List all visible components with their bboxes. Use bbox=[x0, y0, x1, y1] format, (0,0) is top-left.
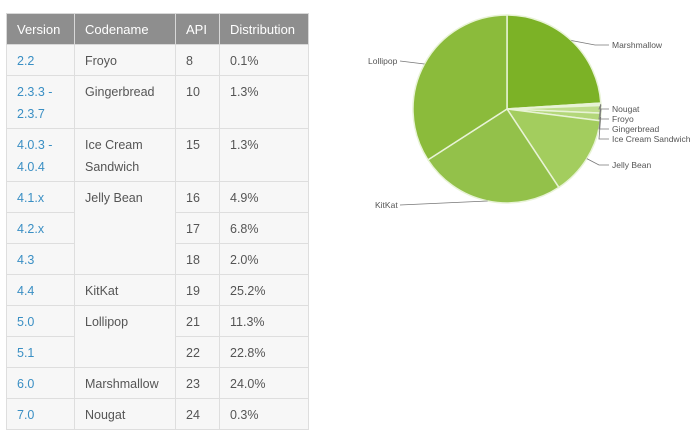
distribution-cell: 4.9% bbox=[219, 181, 309, 213]
distribution-table: Version Codename API Distribution 2.2 Fr… bbox=[6, 13, 309, 430]
table-row: 4.4 KitKat 19 25.2% bbox=[6, 274, 309, 306]
leader-line bbox=[586, 158, 609, 166]
version-link[interactable]: 4.4 bbox=[6, 274, 75, 306]
header-version: Version bbox=[6, 13, 75, 45]
pie-label-nougat: Nougat bbox=[612, 104, 640, 114]
distribution-cell: 25.2% bbox=[219, 274, 309, 306]
header-api: API bbox=[175, 13, 220, 45]
version-link[interactable]: 6.0 bbox=[6, 367, 75, 399]
distribution-cell: 6.8% bbox=[219, 212, 309, 244]
leader-line bbox=[598, 109, 609, 130]
version-link[interactable]: 4.2.x bbox=[6, 212, 75, 244]
pie-label-gingerbread: Gingerbread bbox=[612, 124, 660, 134]
table-row: 4.3 18 2.0% bbox=[6, 243, 309, 275]
distribution-cell: 11.3% bbox=[219, 305, 309, 337]
version-link[interactable]: 4.1.x bbox=[6, 181, 75, 213]
version-link[interactable]: 5.1 bbox=[6, 336, 75, 368]
codename-cell: Froyo bbox=[74, 44, 176, 76]
header-distribution: Distribution bbox=[219, 13, 309, 45]
version-line-2[interactable]: 2.3.7 bbox=[17, 107, 45, 121]
distribution-cell: 0.3% bbox=[219, 398, 309, 430]
table-row: 4.0.3 - 4.0.4 Ice Cream Sandwich 15 1.3% bbox=[6, 128, 309, 182]
api-cell: 8 bbox=[175, 44, 220, 76]
pie-leader-lines bbox=[399, 40, 609, 206]
table-row: 5.0 Lollipop 21 11.3% bbox=[6, 305, 309, 368]
pie-label-froyo: Froyo bbox=[612, 114, 634, 124]
pie-slice-kitkat bbox=[426, 107, 560, 204]
distribution-cell: 1.3% bbox=[219, 75, 309, 129]
distribution-cell: 22.8% bbox=[219, 336, 309, 368]
table-header-row: Version Codename API Distribution bbox=[6, 13, 309, 45]
codename-cell: Lollipop bbox=[74, 305, 176, 368]
pie-slice-marshmallow bbox=[506, 14, 602, 110]
api-cell: 23 bbox=[175, 367, 220, 399]
distribution-cell: 24.0% bbox=[219, 367, 309, 399]
pie-label-ice-cream-sandwich: Ice Cream Sandwich bbox=[612, 134, 691, 144]
codename-cell: Ice Cream Sandwich bbox=[74, 128, 176, 182]
version-link[interactable]: 7.0 bbox=[6, 398, 75, 430]
api-cell: 15 bbox=[175, 128, 220, 182]
pie-slices bbox=[412, 14, 602, 204]
pie-label-jelly-bean: Jelly Bean bbox=[612, 160, 651, 170]
api-cell: 19 bbox=[175, 274, 220, 306]
leader-line bbox=[399, 60, 425, 65]
leader-line bbox=[399, 200, 488, 206]
table-row: 4.2.x 17 6.8% bbox=[6, 212, 309, 244]
codename-cell: Jelly Bean bbox=[74, 181, 176, 275]
api-cell: 17 bbox=[175, 212, 220, 244]
api-cell: 18 bbox=[175, 243, 220, 275]
pie-label-lollipop: Lollipop bbox=[368, 56, 398, 66]
table-row: 5.1 22 22.8% bbox=[6, 336, 309, 368]
distribution-cell: 1.3% bbox=[219, 128, 309, 182]
codename-cell: Marshmallow bbox=[74, 367, 176, 399]
codename-cell: Nougat bbox=[74, 398, 176, 430]
version-link[interactable]: 4.3 bbox=[6, 243, 75, 275]
table-row: 7.0 Nougat 24 0.3% bbox=[6, 398, 309, 430]
version-line-1[interactable]: 2.3.3 - bbox=[17, 85, 53, 99]
version-link[interactable]: 2.2 bbox=[6, 44, 75, 76]
version-line-2[interactable]: 4.0.4 bbox=[17, 160, 45, 174]
api-cell: 22 bbox=[175, 336, 220, 368]
leader-line bbox=[571, 40, 609, 46]
table-row: 2.3.3 - 2.3.7 Gingerbread 10 1.3% bbox=[6, 75, 309, 129]
version-link[interactable]: 4.0.3 - 4.0.4 bbox=[6, 128, 75, 182]
leader-line bbox=[598, 103, 609, 110]
version-link[interactable]: 5.0 bbox=[6, 305, 75, 337]
leader-line bbox=[598, 116, 609, 140]
distribution-cell: 2.0% bbox=[219, 243, 309, 275]
api-cell: 24 bbox=[175, 398, 220, 430]
header-codename: Codename bbox=[74, 13, 176, 45]
api-cell: 16 bbox=[175, 181, 220, 213]
table-row: 6.0 Marshmallow 23 24.0% bbox=[6, 367, 309, 399]
version-link[interactable]: 2.3.3 - 2.3.7 bbox=[6, 75, 75, 129]
distribution-cell: 0.1% bbox=[219, 44, 309, 76]
api-cell: 10 bbox=[175, 75, 220, 129]
leader-line bbox=[598, 105, 609, 120]
pie-label-marshmallow: Marshmallow bbox=[612, 40, 663, 50]
table-row: 4.1.x Jelly Bean 16 4.9% bbox=[6, 181, 309, 275]
version-line-1[interactable]: 4.0.3 - bbox=[17, 138, 53, 152]
codename-line-1: Ice Cream bbox=[85, 138, 143, 152]
pie-slice-lollipop bbox=[412, 14, 508, 161]
table-row: 2.2 Froyo 8 0.1% bbox=[6, 44, 309, 76]
codename-line-2: Sandwich bbox=[85, 160, 140, 174]
pie-label-kitkat: KitKat bbox=[375, 200, 398, 210]
codename-cell: Gingerbread bbox=[74, 75, 176, 129]
api-cell: 21 bbox=[175, 305, 220, 337]
codename-cell: KitKat bbox=[74, 274, 176, 306]
